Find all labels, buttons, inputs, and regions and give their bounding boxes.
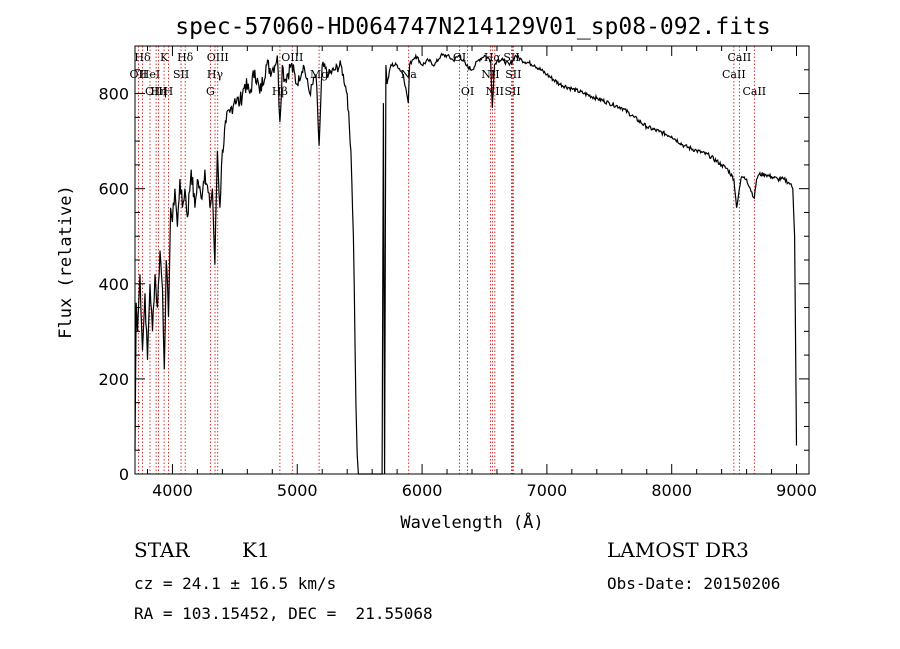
x-tick-label: 5000 — [277, 481, 318, 500]
plot-frame — [134, 45, 810, 475]
y-axis-label: Flux (relative) — [56, 185, 76, 339]
velocity-label: cz = 24.1 ± 16.5 km/s — [134, 574, 337, 593]
line-marker-label: CaII — [742, 85, 766, 98]
line-marker-label: Hγ — [207, 68, 224, 81]
line-marker-label: HeI — [140, 68, 160, 81]
line-marker-label: Hβ — [272, 85, 288, 98]
line-marker-label: OI — [461, 85, 474, 98]
x-tick-label: 8000 — [651, 481, 692, 500]
y-tick-label: 400 — [98, 275, 129, 294]
line-marker-label: OIII — [207, 51, 229, 64]
class-label: STAR — [134, 538, 190, 562]
chart-title: spec-57060-HD064747N214129V01_sp08-092.f… — [175, 14, 770, 40]
line-marker-label: OIII — [145, 85, 167, 98]
survey-label: LAMOST DR3 — [607, 538, 749, 562]
line-marker-label: SII — [505, 68, 521, 81]
line-marker-label: Hδ — [177, 51, 194, 64]
line-marker-label: Mg — [310, 68, 328, 81]
line-marker-label: G — [206, 85, 215, 98]
coords-label: RA = 103.15452, DEC = 21.55068 — [134, 604, 433, 623]
subclass-label: K1 — [242, 538, 270, 562]
x-tick-label: 7000 — [527, 481, 568, 500]
line-marker-label: SII — [173, 68, 189, 81]
line-marker-label: H — [164, 85, 174, 98]
obs-date-label: Obs-Date: 20150206 — [607, 574, 781, 593]
line-marker-label: K — [160, 51, 169, 64]
x-axis-label: Wavelength (Å) — [400, 511, 543, 533]
line-marker-label: CaII — [722, 68, 746, 81]
line-marker-label: SII — [504, 85, 520, 98]
x-tick-label: 6000 — [402, 481, 443, 500]
x-tick-label: 9000 — [776, 481, 817, 500]
line-marker-label: OII — [130, 68, 148, 81]
x-tick-label: 4000 — [152, 481, 193, 500]
y-tick-label: 800 — [98, 85, 129, 104]
axis-ticks: 4000 5000 6000 7000 8000 9000 0 200 400 600 800 — [98, 46, 817, 500]
line-marker-label: CaII — [728, 51, 752, 64]
y-tick-label: 0 — [119, 465, 129, 484]
spectrum-line — [134, 52, 798, 475]
line-marker-label: NII — [486, 85, 504, 98]
line-marker-label: OIII — [281, 51, 303, 64]
y-tick-label: 200 — [98, 370, 129, 389]
line-marker-label: Hη — [150, 85, 166, 98]
y-tick-label: 600 — [98, 180, 129, 199]
line-marker-label: Hδ — [134, 51, 151, 64]
